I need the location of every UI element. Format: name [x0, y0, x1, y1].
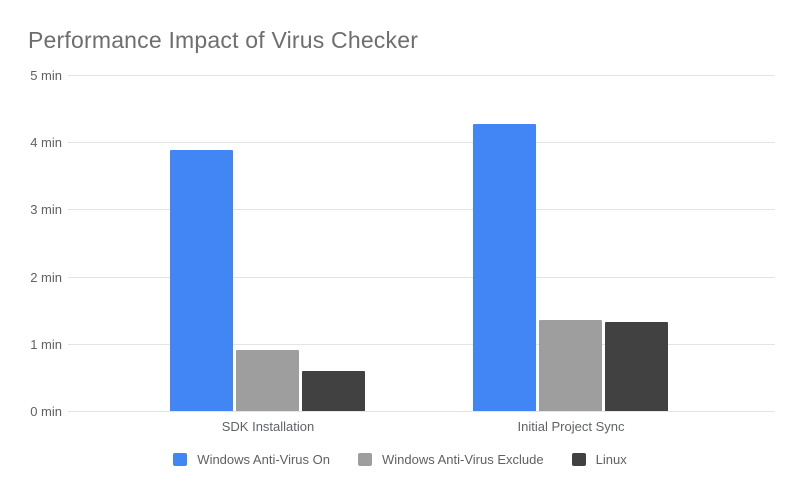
y-axis-tick-label: 1 min: [30, 336, 62, 352]
legend-swatch-icon: [571, 453, 586, 466]
chart-title: Performance Impact of Virus Checker: [28, 27, 419, 53]
legend-swatch-icon: [358, 453, 372, 466]
bar-linux-sdk-installation: [302, 370, 365, 411]
y-axis-tick-label: 2 min: [30, 269, 62, 285]
x-axis-category-label: Initial Project Sync: [517, 419, 625, 434]
bar-windows-anti-virus-exclude-initial-project-sync: [539, 320, 602, 411]
legend-item: Windows Anti-Virus Exclude: [358, 452, 544, 467]
gridline: [68, 276, 775, 278]
y-axis-tick-label: 5 min: [30, 68, 62, 83]
legend-label: Windows Anti-Virus Exclude: [382, 452, 544, 467]
bar-linux-initial-project-sync: [605, 322, 668, 411]
gridline: [68, 75, 775, 76]
y-axis-tick-label: 4 min: [30, 135, 62, 151]
legend-item: Linux: [571, 452, 627, 467]
legend-label: Windows Anti-Virus On: [197, 452, 330, 467]
bar-windows-anti-virus-exclude-sdk-installation: [236, 349, 299, 411]
x-axis-category-label: SDK Installation: [221, 419, 315, 434]
gridline: [68, 343, 775, 345]
gridline: [68, 209, 775, 211]
bar-windows-anti-virus-on-sdk-installation: [170, 150, 233, 411]
legend: Windows Anti-Virus On Windows Anti-Virus …: [0, 452, 800, 467]
legend-item: Windows Anti-Virus On: [173, 452, 330, 467]
plot-area: [68, 75, 775, 412]
gridline: [68, 411, 775, 412]
bar-windows-anti-virus-on-initial-project-sync: [473, 124, 536, 411]
legend-swatch-icon: [173, 453, 188, 466]
gridline: [68, 142, 775, 144]
legend-label: Linux: [595, 452, 627, 467]
y-axis-tick-label: 3 min: [30, 202, 62, 218]
y-axis-tick-label: 0 min: [30, 404, 62, 419]
